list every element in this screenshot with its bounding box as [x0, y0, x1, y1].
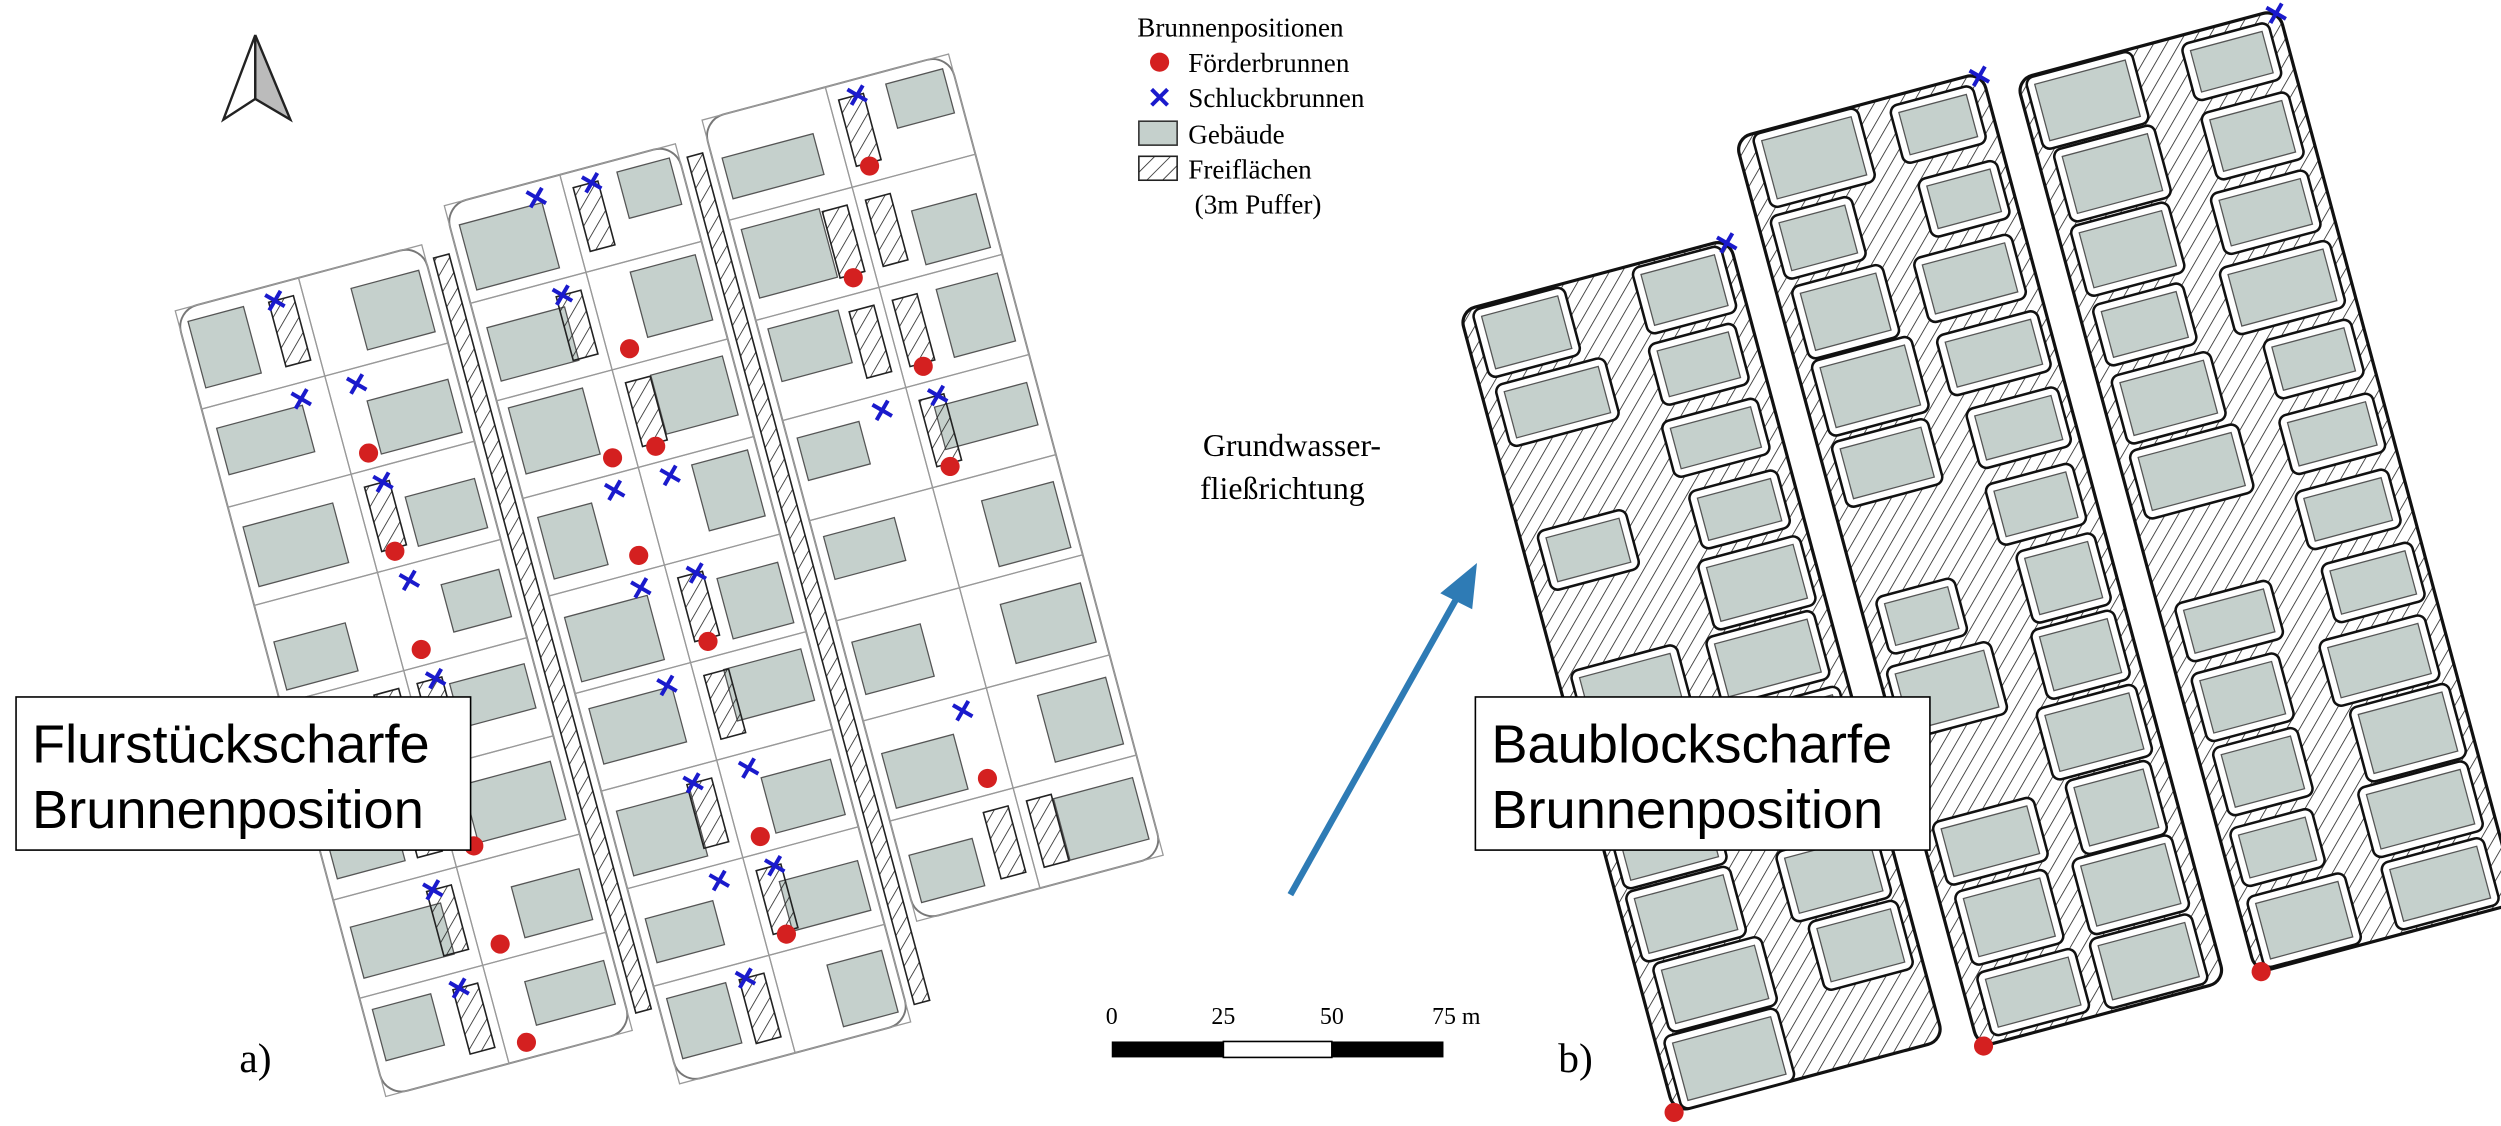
legend-item: Schluckbrunnen — [1188, 83, 1365, 113]
panel-tag: b) — [1558, 1035, 1593, 1082]
scale-label: 75 m — [1432, 1004, 1481, 1030]
legend-symbol-injection — [1152, 89, 1168, 105]
caption-line: Brunnenposition — [32, 780, 424, 840]
legend-symbol-extraction — [1150, 53, 1169, 72]
legend-item: (3m Puffer) — [1195, 190, 1322, 220]
north-arrow — [223, 35, 290, 120]
scale-label: 50 — [1320, 1004, 1344, 1030]
caption-line: Flurstückscharfe — [32, 714, 430, 774]
flow-label-line: Grundwasser- — [1203, 428, 1381, 463]
panel-b-map — [1424, 0, 2501, 1126]
caption-line: Brunnenposition — [1491, 780, 1883, 840]
legend-title: Brunnenpositionen — [1137, 13, 1344, 43]
legend-symbol-building — [1139, 121, 1177, 145]
panel-a-map — [163, 54, 1188, 1126]
legend-item: Förderbrunnen — [1188, 48, 1350, 78]
flow-arrow — [1290, 563, 1477, 895]
caption-box-b: Baublockscharfe Brunnenposition — [1475, 697, 1930, 850]
figure: Brunnenpositionen Förderbrunnen Schluckb… — [0, 0, 2501, 1126]
legend-symbol-open-space — [1139, 156, 1177, 180]
panel-tag: a) — [239, 1035, 271, 1082]
scale-label: 25 — [1211, 1004, 1235, 1030]
caption-box-a: Flurstückscharfe Brunnenposition — [16, 697, 471, 850]
caption-line: Baublockscharfe — [1491, 714, 1892, 774]
flow-label: Grundwasser- fließrichtung — [1200, 428, 1381, 506]
legend: Brunnenpositionen Förderbrunnen Schluckb… — [1137, 13, 1365, 220]
flow-label-line: fließrichtung — [1200, 471, 1365, 506]
scale-bar: 0 25 50 75 m — [1106, 1004, 1481, 1057]
legend-item: Gebäude — [1188, 120, 1284, 150]
legend-item: Freiflächen — [1188, 155, 1312, 185]
scale-label: 0 — [1106, 1004, 1118, 1030]
